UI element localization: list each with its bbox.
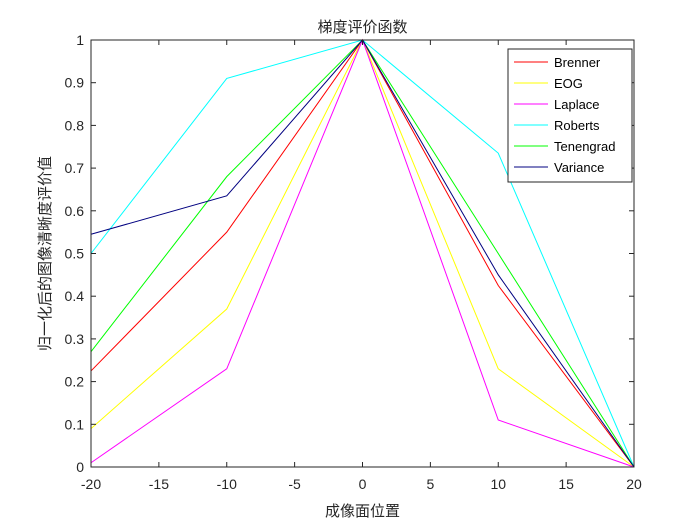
x-tick-label: 15 bbox=[558, 476, 574, 492]
x-tick-label: 10 bbox=[490, 476, 506, 492]
legend-label-tenengrad: Tenengrad bbox=[554, 139, 615, 154]
y-tick-label: 0.3 bbox=[65, 331, 85, 347]
y-tick-label: 1 bbox=[76, 32, 84, 48]
x-axis-title: 成像面位置 bbox=[325, 502, 400, 520]
ticks-layer: -20 -15 -10 -5 0 5 10 15 20 0 0.1 0.2 0.3 0.4 0.5 0.6 0.… bbox=[65, 32, 642, 492]
y-tick-label: 0 bbox=[76, 459, 84, 475]
x-tick-label: -20 bbox=[81, 476, 101, 492]
legend-label-variance: Variance bbox=[554, 160, 604, 175]
y-tick-label: 0.7 bbox=[65, 160, 85, 176]
legend-label-eog: EOG bbox=[554, 76, 583, 91]
legend-box bbox=[507, 48, 633, 183]
x-tick-label: 20 bbox=[626, 476, 642, 492]
legend-label-brenner: Brenner bbox=[554, 55, 601, 70]
y-tick-label: 0.9 bbox=[65, 75, 85, 91]
y-tick-label: 0.4 bbox=[65, 288, 85, 304]
legend-label-roberts: Roberts bbox=[554, 118, 600, 133]
x-tick-label: -15 bbox=[149, 476, 169, 492]
legend-label-laplace: Laplace bbox=[554, 97, 600, 112]
y-tick-label: 0.6 bbox=[65, 203, 85, 219]
x-tick-label: 5 bbox=[426, 476, 434, 492]
x-tick-label: -5 bbox=[288, 476, 301, 492]
y-tick-label: 0.2 bbox=[65, 374, 85, 390]
y-axis-title: 归一化后的图像清晰度评价值 bbox=[36, 156, 54, 351]
y-tick-label: 0.5 bbox=[65, 246, 85, 262]
chart-title: 梯度评价函数 bbox=[317, 18, 407, 36]
x-tick-label: -10 bbox=[217, 476, 237, 492]
y-tick-label: 0.8 bbox=[65, 117, 85, 133]
x-tick-label: 0 bbox=[359, 476, 367, 492]
y-tick-label: 0.1 bbox=[65, 416, 85, 432]
legend: Brenner EOG Laplace Roberts Tenengrad Varianc… bbox=[507, 48, 633, 183]
